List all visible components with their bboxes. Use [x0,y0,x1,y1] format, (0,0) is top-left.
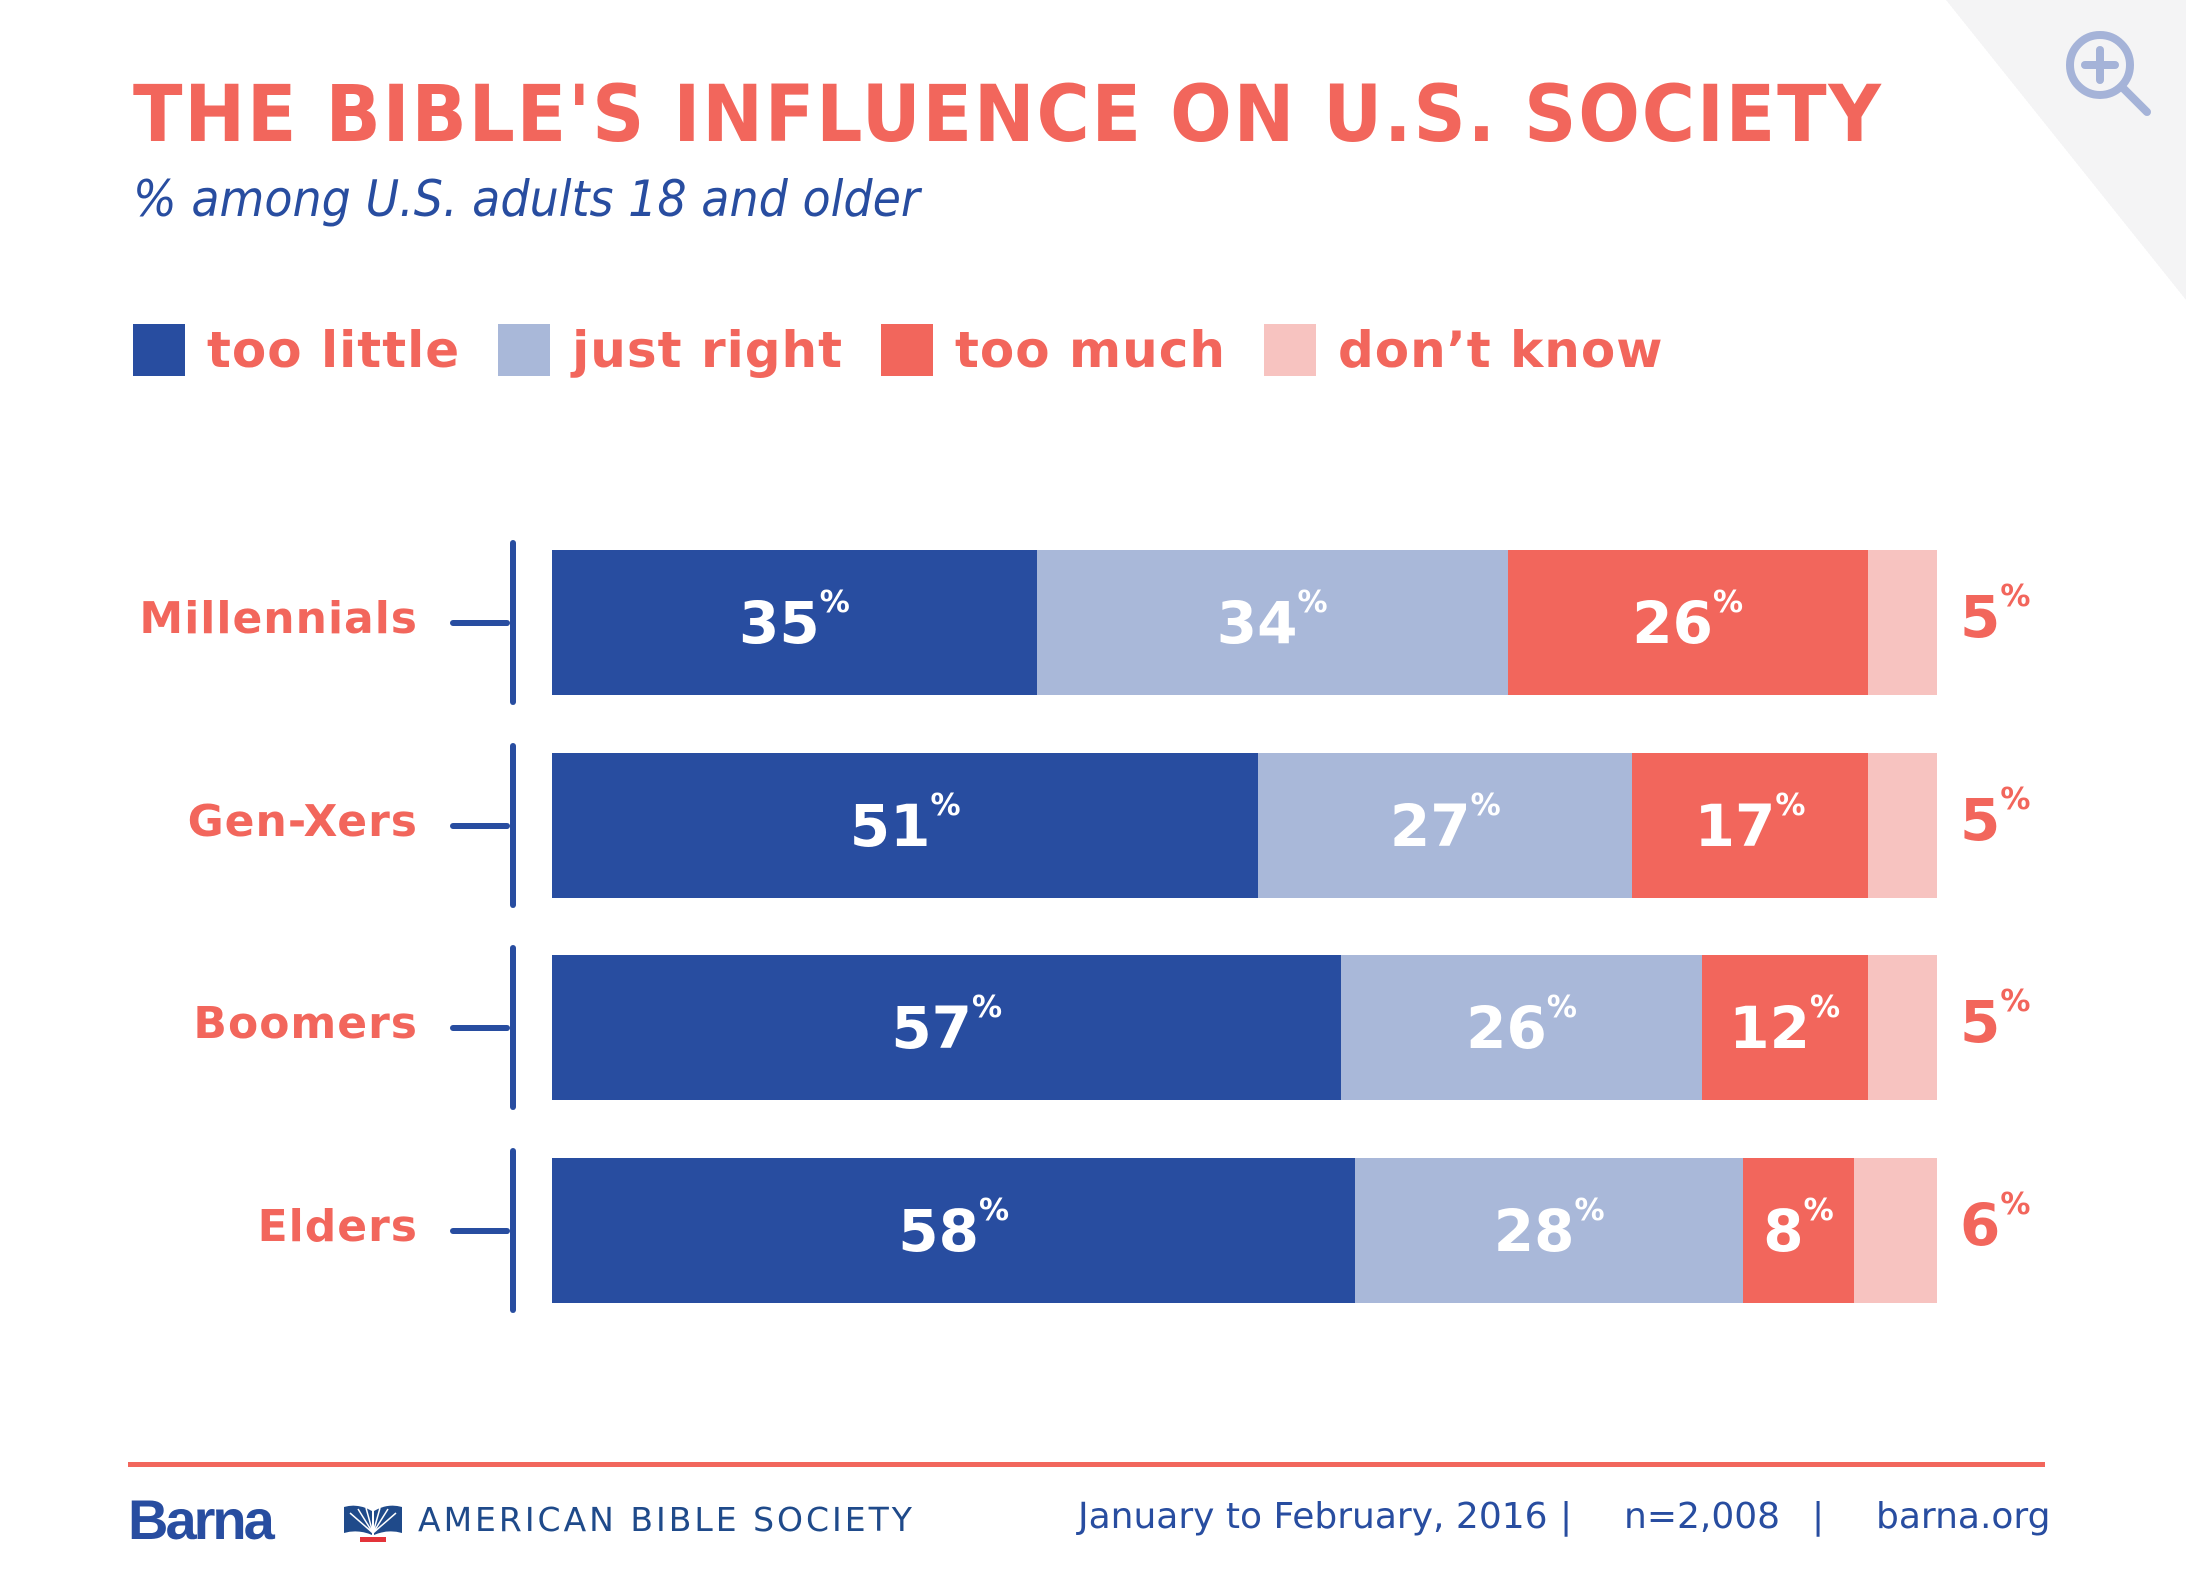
axis-tick [450,1227,510,1234]
axis-bracket [510,743,516,908]
category-label: Millennials [139,592,418,644]
legend-swatch-too-little [133,324,185,376]
barna-logo: Barna [128,1488,275,1551]
legend-item-just-right: just right [498,321,843,379]
axis-tick [450,822,510,829]
corner-background [1946,0,2186,300]
data-label: 12% [1729,989,1841,1062]
bar-segment-too-little: 58% [552,1158,1356,1303]
american-bible-society-text: AMERICAN BIBLE SOCIETY [418,1500,915,1539]
data-label-dont-know: 6% [1960,1186,2031,1259]
category-label: Boomers [193,997,418,1049]
data-label: 58% [898,1192,1010,1265]
chart-subtitle: % among U.S. adults 18 and older [133,170,920,228]
data-label-dont-know: 5% [1960,781,2031,854]
bar-segment-too-little: 35% [552,550,1037,695]
bar-segment-too-little: 51% [552,753,1259,898]
category-label: Elders [257,1200,418,1252]
data-label: 17% [1694,787,1806,860]
legend-label: just right [572,321,844,379]
legend-item-too-much: too much [881,321,1226,379]
zoom-in-icon [2066,31,2151,116]
footer-divider [128,1462,2045,1467]
bar-segment-dont-know [1867,955,1937,1100]
bar-segment-too-much: 8% [1743,1158,1854,1303]
legend-swatch-dont-know [1263,324,1316,376]
data-label-dont-know: 5% [1960,578,2031,651]
bar-segment-too-little: 57% [552,955,1342,1100]
data-label: 28% [1493,1192,1605,1265]
bar-segment-dont-know [1867,753,1937,898]
bar-segment-too-much: 12% [1701,955,1868,1100]
bar-segment-just-right: 34% [1036,550,1508,695]
legend-item-too-little: too little [133,321,460,379]
bar-segment-dont-know [1853,1158,1937,1303]
data-label: 57% [891,989,1003,1062]
category-label: Gen-Xers [187,795,418,847]
data-label: 34% [1216,584,1328,657]
data-label: 26% [1466,989,1577,1062]
bar-segment-too-much: 26% [1507,550,1868,695]
bar-segment-dont-know [1867,550,1937,695]
zoom-in-button[interactable] [2063,28,2153,118]
footer-separator: | [1812,1496,1825,1537]
data-label: 35% [738,584,850,657]
data-label: 8% [1763,1192,1834,1265]
axis-tick [450,1024,510,1031]
axis-bracket [510,945,516,1110]
sample-size: n=2,008 [1624,1496,1781,1537]
legend-label: too little [207,321,461,379]
website-link[interactable]: barna.org [1876,1496,2051,1537]
data-label: 51% [849,787,961,860]
data-label: 26% [1632,584,1744,657]
axis-bracket [510,540,516,705]
bar-segment-too-much: 17% [1632,753,1868,898]
legend-item-dont-know: don’t know [1263,321,1664,379]
bar-segment-just-right: 27% [1258,753,1633,898]
legend-swatch-too-much [881,324,934,376]
legend-label: too much [955,321,1226,379]
chart-title: THE BIBLE'S INFLUENCE ON U.S. SOCIETY [133,70,1883,160]
legend-swatch-just-right [498,324,551,376]
footer-separator: | [1560,1496,1573,1537]
data-label: 27% [1389,787,1501,860]
bar-segment-just-right: 26% [1341,955,1702,1100]
axis-tick [450,619,510,626]
legend: too little just right too much don’t kno… [133,321,1701,379]
american-bible-society-logo-icon [342,1503,404,1547]
data-label-dont-know: 5% [1960,983,2031,1056]
axis-bracket [510,1148,516,1313]
survey-date: January to February, 2016 [1078,1496,1548,1537]
legend-label: don’t know [1337,321,1664,379]
bar-segment-just-right: 28% [1355,1158,1744,1303]
